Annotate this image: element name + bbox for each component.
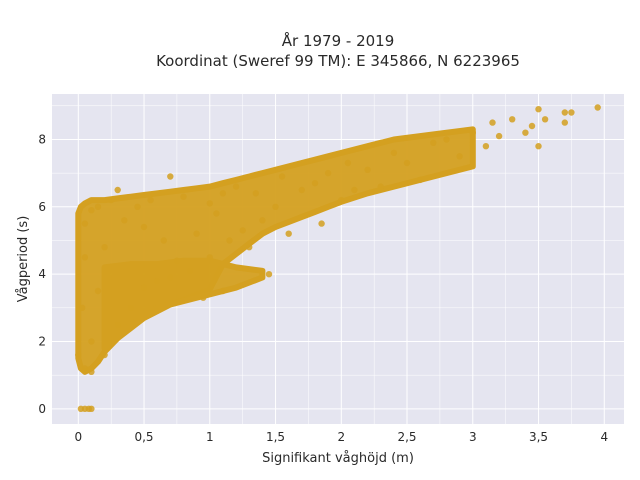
data-point [364,166,371,173]
data-point [186,267,194,274]
data-point [219,190,227,197]
data-point [213,210,220,217]
x-tick-label: 1 [206,430,214,444]
data-point [160,237,167,244]
data-point [75,351,82,359]
data-point [206,254,213,261]
data-point [318,220,325,227]
data-point [226,237,233,244]
data-point [311,180,319,187]
x-tick-label: 3 [469,430,477,444]
data-point [239,227,246,234]
x-tick-label: 0,5 [134,430,153,444]
data-point [88,207,95,214]
data-point [140,284,148,291]
x-tick-label: 1,5 [266,430,285,444]
y-tick-label: 4 [38,267,46,281]
y-tick-label: 8 [38,132,46,146]
y-tick-label: 2 [38,335,46,349]
data-point [114,186,121,194]
data-point [252,190,259,197]
data-point [561,109,568,116]
data-point [482,143,490,150]
data-point [108,196,115,204]
data-point [193,230,200,237]
data-point [495,132,503,140]
data-point [324,169,332,177]
data-point [79,304,86,311]
grid-lines [52,94,624,424]
data-point [246,244,253,251]
data-point [285,230,292,237]
data-point [541,116,549,123]
data-point [134,203,141,210]
x-tick-label: 2 [337,430,345,444]
data-point [509,116,516,123]
x-tick-label: 4 [600,430,608,444]
y-tick-label: 0 [38,402,46,416]
data-point [430,139,437,146]
data-point [469,129,476,136]
data-point [121,217,128,224]
data-point [561,119,568,126]
data-point [338,196,345,204]
data-point [173,257,181,264]
data-point [94,203,102,210]
data-point [88,338,95,345]
data-point [443,136,450,143]
y-tick-label: 6 [38,200,46,214]
dense-point-cloud [101,257,266,352]
axis-ticks: 0 0,5 1 1,5 2 2,5 3 3,5 4 0 2 4 6 8 [38,132,608,444]
data-point [88,405,95,412]
data-point [101,351,108,359]
x-tick-label: 0 [74,430,82,444]
y-axis-label: Vågperiod (s) [16,216,31,303]
data-point [101,244,108,251]
data-point [535,143,542,150]
x-tick-label: 2,5 [397,430,416,444]
data-point [81,365,89,372]
data-point [522,129,529,136]
data-point [417,176,424,184]
data-point [180,193,187,200]
data-point [568,109,575,116]
data-point [94,287,102,295]
data-point [154,277,161,285]
data-point [232,183,240,190]
data-point [147,196,154,204]
data-point [272,203,279,210]
data-point [88,368,95,375]
data-point [390,149,398,157]
data-point [298,186,305,194]
data-point [528,122,536,130]
data-point [344,159,352,167]
data-point [489,119,496,126]
data-point [377,183,384,190]
data-point [278,173,286,180]
data-point [456,153,463,160]
data-point [351,186,358,194]
data-point [200,294,207,301]
data-point [140,223,148,231]
data-point [535,106,542,113]
data-point [265,271,273,278]
data-point [127,304,135,311]
data-point [594,104,601,111]
data-point [81,254,89,261]
x-tick-label: 3,5 [529,430,548,444]
data-point [403,159,411,167]
chart-title-line-1: År 1979 - 2019 [282,31,395,50]
chart-title-line-2: Koordinat (Sweref 99 TM): E 345866, N 62… [156,52,520,70]
data-point [259,217,266,224]
data-point [114,321,121,328]
data-point [167,173,174,180]
data-point [167,274,174,281]
data-points [75,104,601,412]
x-axis-label: Signifikant våghöjd (m) [262,451,414,466]
data-point [206,200,213,207]
data-point [81,220,89,227]
data-point [219,287,227,295]
